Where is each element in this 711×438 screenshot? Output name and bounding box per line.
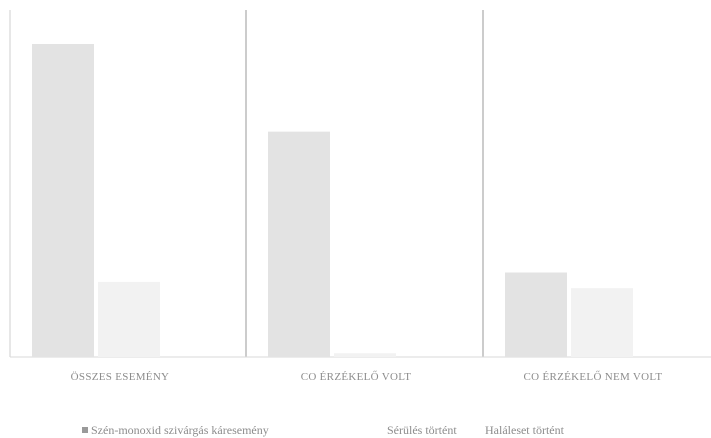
legend-swatch xyxy=(476,427,482,433)
bar xyxy=(334,353,396,357)
bar xyxy=(505,272,567,357)
bar xyxy=(98,281,160,357)
category-labels: ÖSSZES ESEMÉNY CO ÉRZÉKELŐ VOLT CO ÉRZÉKEL… xyxy=(71,371,663,383)
category-dividers xyxy=(9,10,484,357)
category-label: CO ÉRZÉKELŐ VOLT xyxy=(301,371,412,383)
bars-group xyxy=(32,44,633,357)
legend-item: Sérülés történt xyxy=(378,423,457,437)
legend-label: Sérülés történt xyxy=(387,423,457,437)
bar xyxy=(571,288,633,357)
legend-swatch xyxy=(82,427,88,433)
bar xyxy=(32,44,94,357)
legend-item: Haláleset történt xyxy=(476,423,565,437)
category-label: CO ÉRZÉKELŐ NEM VOLT xyxy=(524,371,663,383)
legend-label: Haláleset történt xyxy=(485,423,565,437)
bar xyxy=(268,131,330,357)
legend-item: Szén-monoxid szivárgás káresemény xyxy=(82,423,269,437)
legend: Szén-monoxid szivárgás káresemény Sérülés… xyxy=(82,423,565,437)
legend-label: Szén-monoxid szivárgás káresemény xyxy=(91,423,269,437)
category-label: ÖSSZES ESEMÉNY xyxy=(71,371,170,383)
legend-swatch xyxy=(378,427,384,433)
